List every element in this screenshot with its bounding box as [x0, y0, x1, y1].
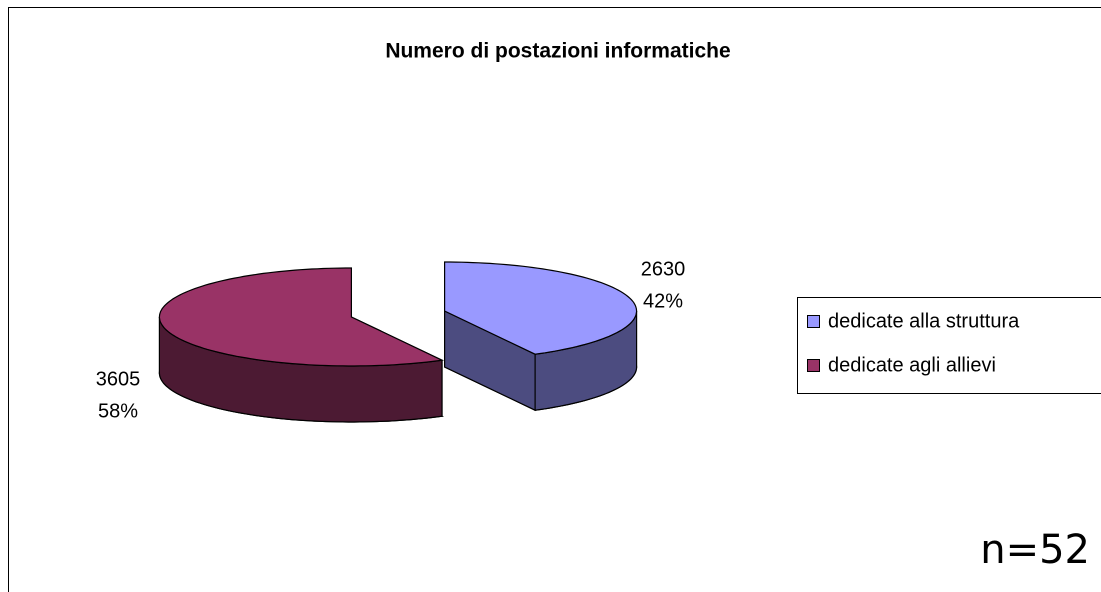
- data-label: 42%: [643, 290, 683, 312]
- data-label: 2630: [641, 258, 686, 280]
- slice: [444, 261, 638, 355]
- slice: [158, 267, 445, 367]
- legend: [797, 297, 1101, 394]
- chart-title: Numero di postazioni informatiche: [385, 40, 730, 63]
- data-label: 3605: [96, 368, 141, 390]
- data-label: 58%: [98, 400, 138, 422]
- legend-label: dedicate agli allievi: [828, 354, 996, 376]
- pie: [158, 261, 638, 423]
- legend-label: dedicate alla struttura: [828, 310, 1020, 332]
- legend-swatch: [807, 315, 820, 328]
- legend-swatch: [807, 359, 820, 372]
- annotation: n=52: [980, 527, 1090, 573]
